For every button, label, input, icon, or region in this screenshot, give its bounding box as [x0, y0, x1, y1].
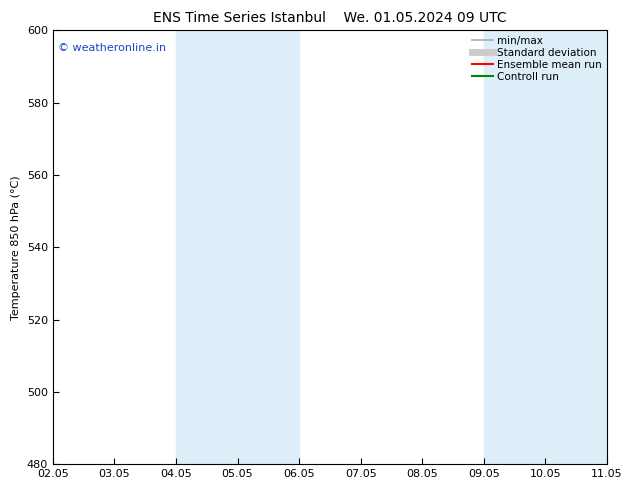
Bar [484, 30, 607, 464]
Y-axis label: Temperature 850 hPa (°C): Temperature 850 hPa (°C) [11, 175, 21, 319]
Legend: min/max, Standard deviation, Ensemble mean run, Controll run: min/max, Standard deviation, Ensemble me… [472, 36, 602, 82]
Title: ENS Time Series Istanbul    We. 01.05.2024 09 UTC: ENS Time Series Istanbul We. 01.05.2024 … [153, 11, 507, 25]
Text: © weatheronline.in: © weatheronline.in [58, 44, 167, 53]
Bar [176, 30, 299, 464]
